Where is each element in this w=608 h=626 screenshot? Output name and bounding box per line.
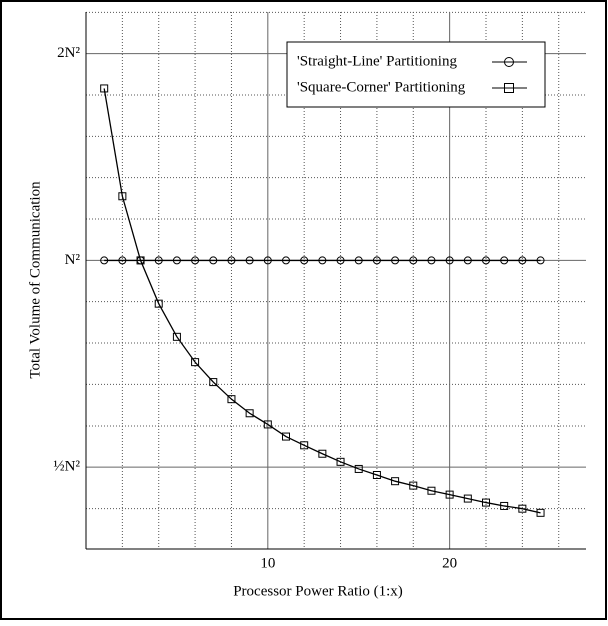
marker <box>245 256 254 265</box>
marker <box>172 332 181 341</box>
marker <box>118 192 127 201</box>
marker <box>318 256 327 265</box>
marker <box>518 256 527 265</box>
legend-label: 'Straight-Line' Partitioning <box>297 53 457 69</box>
marker <box>209 256 218 265</box>
marker <box>154 299 163 308</box>
marker <box>409 481 418 490</box>
marker <box>172 256 181 265</box>
y-axis-label: Total Volume of Communication <box>27 181 43 379</box>
marker <box>482 256 490 265</box>
marker <box>482 498 490 507</box>
marker <box>463 256 472 265</box>
marker <box>336 256 345 265</box>
marker <box>263 256 272 265</box>
marker <box>372 256 381 265</box>
marker <box>336 457 345 466</box>
marker <box>427 486 436 495</box>
marker <box>445 490 454 499</box>
marker <box>391 256 400 265</box>
legend-label: 'Square-Corner' Partitioning <box>297 79 466 95</box>
marker <box>354 464 363 473</box>
marker <box>300 256 309 265</box>
series-line <box>103 88 541 514</box>
x-tick-label: 10 <box>260 555 275 571</box>
marker <box>227 256 236 265</box>
marker <box>500 501 509 510</box>
marker <box>191 256 200 265</box>
marker <box>118 256 127 265</box>
x-axis-label: Processor Power Ratio (1:x) <box>233 583 403 599</box>
marker <box>100 256 109 265</box>
y-tick-label: N² <box>65 252 81 268</box>
marker <box>154 256 163 265</box>
marker <box>409 256 418 265</box>
marker <box>136 256 145 265</box>
marker <box>191 358 200 367</box>
marker <box>209 378 218 387</box>
marker <box>282 432 290 441</box>
marker <box>300 441 309 450</box>
marker <box>391 477 400 486</box>
y-tick-label: 2N² <box>57 45 80 61</box>
legend-marker <box>504 57 514 67</box>
marker <box>518 504 527 513</box>
marker <box>536 256 545 265</box>
marker <box>354 256 363 265</box>
x-tick-label: 20 <box>442 555 457 571</box>
marker <box>282 256 290 265</box>
marker <box>263 420 272 429</box>
marker <box>500 256 509 265</box>
marker <box>318 449 327 458</box>
marker <box>536 508 545 517</box>
legend-box <box>286 41 546 108</box>
marker <box>100 84 109 93</box>
y-tick-label: ½N² <box>53 459 80 475</box>
legend-marker <box>504 83 514 93</box>
marker <box>445 256 454 265</box>
marker <box>245 409 254 418</box>
marker <box>463 494 472 503</box>
marker <box>227 395 236 404</box>
marker <box>372 471 381 480</box>
marker <box>427 256 436 265</box>
